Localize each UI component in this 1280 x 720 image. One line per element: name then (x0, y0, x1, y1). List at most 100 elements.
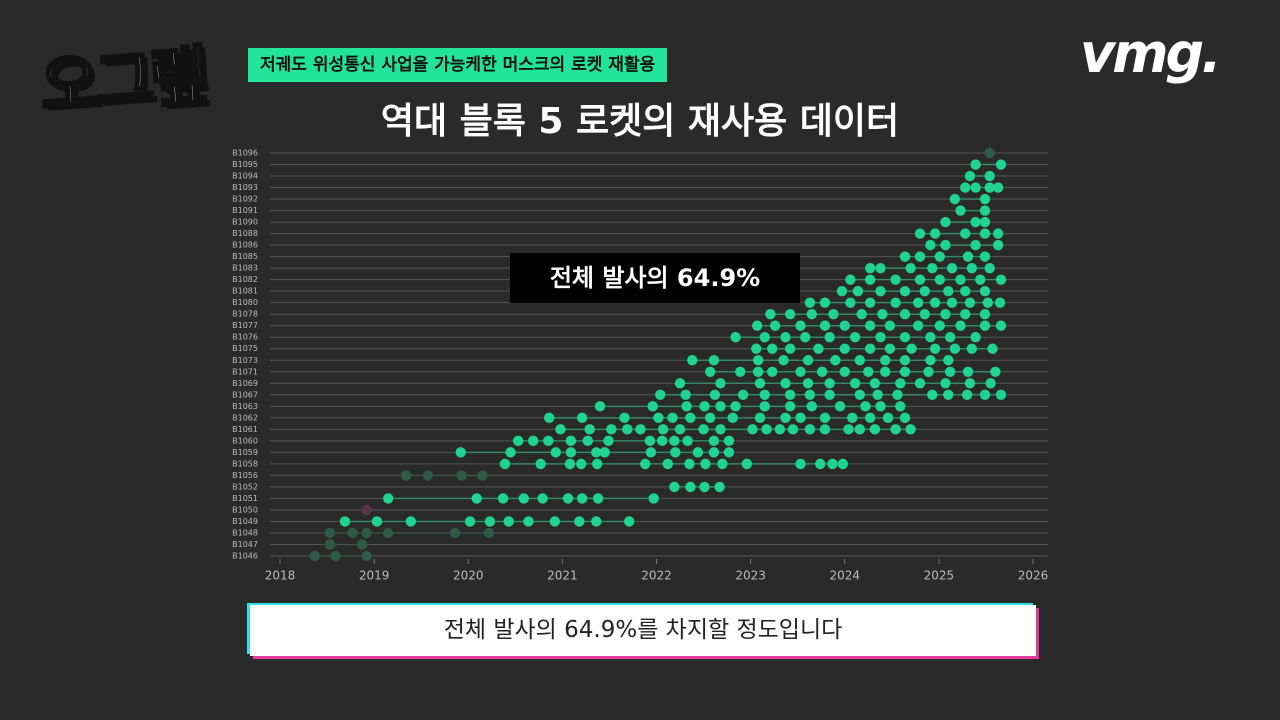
launch-dot (869, 378, 881, 389)
y-tick-label: B1063 (232, 402, 258, 411)
launch-dot (845, 297, 856, 308)
launch-dot (543, 412, 555, 424)
launch-dot (576, 458, 587, 470)
launch-dot (979, 320, 991, 331)
launch-dot (400, 470, 412, 481)
launch-dot (960, 228, 971, 239)
launch-dot (795, 320, 806, 331)
launch-dot (960, 285, 971, 297)
y-tick-label: B1085 (232, 252, 258, 261)
launch-dot (727, 412, 738, 424)
chart-title: 역대 블록 5 로켓의 재사용 데이터 (380, 101, 900, 142)
launch-dot (899, 309, 911, 320)
launch-dot (784, 389, 796, 400)
launch-dot (970, 182, 981, 193)
launch-dot (819, 297, 831, 308)
launch-dot (929, 297, 941, 308)
launch-dot (906, 343, 917, 354)
annotation: 전체 발사의 64.9% (550, 264, 760, 292)
launch-dot (477, 470, 488, 481)
launch-dot (964, 378, 976, 389)
launch-dot (795, 458, 806, 470)
launch-dot (923, 366, 934, 377)
launch-dot (964, 297, 976, 308)
y-tick-label: B1050 (232, 505, 258, 514)
launch-dot (877, 309, 888, 320)
launch-dot (979, 193, 991, 205)
launch-dot (806, 309, 818, 320)
launch-dot (964, 170, 976, 182)
x-tick-label: 2024 (829, 569, 860, 583)
launch-dot (929, 228, 941, 239)
launch-dot (984, 262, 995, 274)
launch-dot (723, 447, 735, 458)
launch-dot (955, 274, 966, 285)
launch-dot (875, 332, 886, 343)
y-tick-label: B1077 (232, 321, 258, 330)
launch-dot (555, 424, 566, 435)
topic-tag: 저궤도 위성통신 사업을 가능케한 머스크의 로켓 재활용 (248, 48, 668, 82)
launch-dot (869, 424, 881, 435)
launch-dot (735, 366, 746, 377)
launch-dot (383, 493, 394, 504)
launch-dot (882, 412, 894, 424)
launch-dot (864, 274, 876, 285)
launch-dot (699, 481, 710, 493)
launch-dot (804, 389, 816, 400)
launch-dot (979, 228, 991, 239)
launch-dot (929, 343, 941, 354)
launch-dot (875, 401, 886, 412)
x-tick-label: 2018 (265, 569, 296, 583)
launch-dot (864, 343, 876, 354)
launch-dot (912, 320, 924, 331)
launch-dot (347, 527, 358, 539)
launch-dot (830, 355, 841, 366)
launch-dot (914, 228, 926, 239)
launch-dot (339, 516, 351, 527)
launch-dot (709, 389, 721, 400)
y-tick-label: B1090 (232, 218, 258, 227)
launch-dot (761, 424, 772, 435)
launch-dot (925, 332, 936, 343)
launch-dot (802, 355, 814, 366)
launch-dot (905, 262, 916, 274)
launch-dot (682, 435, 693, 447)
y-tick-label: B1058 (232, 459, 258, 468)
y-tick-label: B1091 (232, 206, 258, 215)
launch-dot (856, 309, 867, 320)
launch-dot (730, 401, 741, 412)
y-tick-label: B1083 (232, 264, 258, 273)
y-tick-label: B1071 (232, 367, 258, 376)
launch-dot (714, 481, 725, 493)
y-tick-label: B1082 (232, 275, 258, 284)
launch-dot (562, 493, 574, 504)
launch-dot (824, 332, 835, 343)
y-tick-label: B1051 (232, 494, 258, 503)
launch-dot (854, 424, 866, 435)
launch-dot (992, 239, 1004, 251)
launch-dot (576, 493, 588, 504)
launch-dot (550, 447, 561, 458)
launch-dot (995, 274, 1007, 285)
launch-dot (767, 343, 778, 354)
launch-dot (970, 332, 981, 343)
launch-dot (979, 251, 991, 262)
launch-dot (985, 378, 996, 389)
launch-dot (471, 493, 482, 504)
launch-dot (741, 458, 753, 470)
launch-dot (565, 447, 577, 458)
launch-dot (356, 539, 368, 550)
launch-dot (708, 435, 720, 447)
launch-dot (669, 481, 680, 493)
launch-dot (795, 366, 806, 377)
launch-dot (884, 343, 896, 354)
launch-dot (914, 274, 926, 285)
launch-dot (640, 458, 651, 470)
launch-dot (979, 285, 991, 297)
launch-dot (723, 435, 735, 447)
y-tick-label: B1056 (232, 471, 258, 480)
launch-dot (960, 309, 971, 320)
launch-dot (899, 251, 911, 262)
launch-dot (464, 516, 476, 527)
